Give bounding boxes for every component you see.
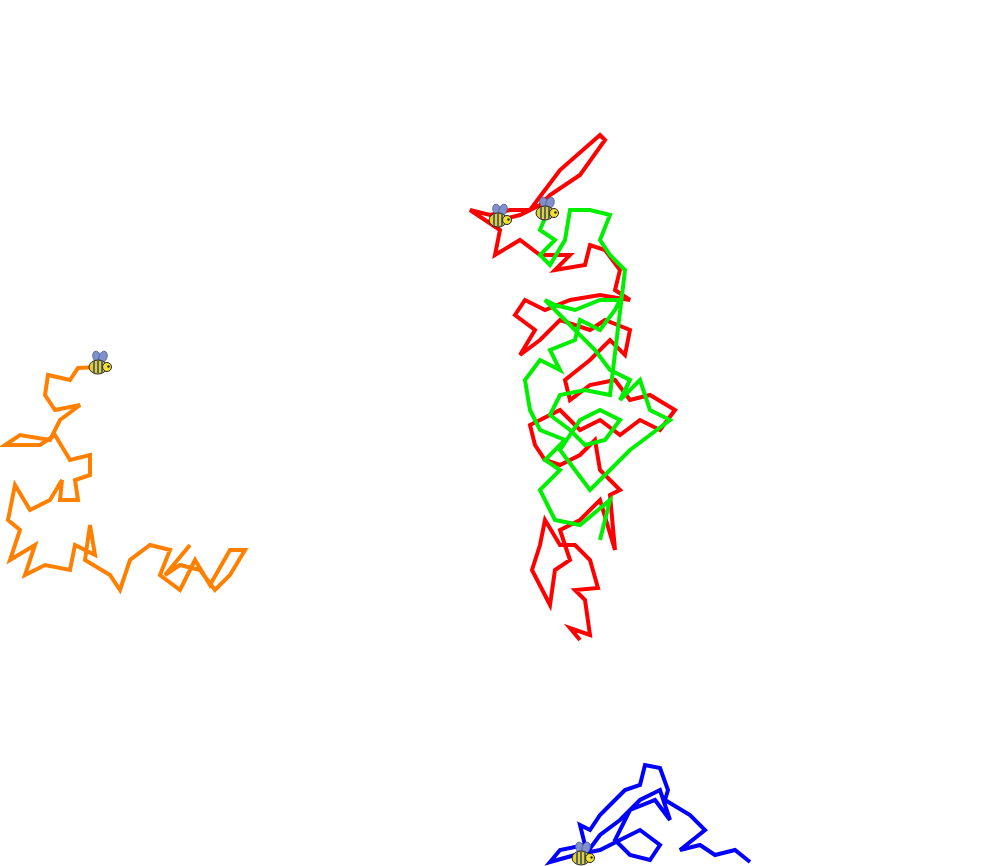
bee-stripe bbox=[576, 852, 578, 864]
bee-stripe bbox=[540, 207, 542, 219]
bee-head bbox=[586, 854, 595, 863]
bee bbox=[536, 196, 559, 220]
scene bbox=[0, 0, 1000, 866]
bee-eye bbox=[107, 365, 109, 367]
trail bbox=[525, 210, 670, 540]
bee-head bbox=[550, 209, 559, 218]
bee-stripe bbox=[580, 852, 582, 864]
trail bbox=[550, 765, 750, 862]
bee-eye bbox=[590, 856, 592, 858]
bee bbox=[489, 203, 512, 227]
bee-head bbox=[103, 363, 112, 372]
bee bbox=[89, 350, 112, 374]
bee-head bbox=[503, 216, 512, 225]
bee-stripe bbox=[493, 214, 495, 226]
trail bbox=[5, 367, 245, 590]
bee bbox=[572, 841, 595, 865]
bee-stripe bbox=[97, 361, 99, 373]
bee-eye bbox=[554, 211, 556, 213]
plot-area bbox=[5, 135, 750, 865]
trail bbox=[470, 135, 675, 640]
bee-stripe bbox=[93, 361, 95, 373]
bee-eye bbox=[507, 218, 509, 220]
bee-stripe bbox=[497, 214, 499, 226]
bee-stripe bbox=[544, 207, 546, 219]
